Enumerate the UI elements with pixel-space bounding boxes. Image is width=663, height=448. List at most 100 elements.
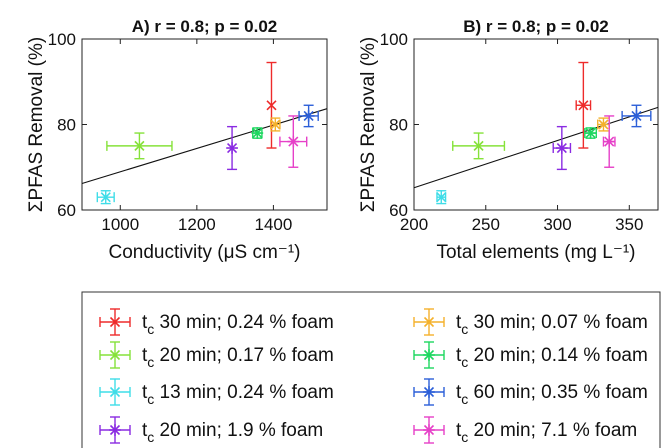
y-tick-label: 80 xyxy=(57,116,76,135)
data-point xyxy=(266,61,277,149)
x-marker xyxy=(423,316,435,328)
legend-label-sub: c xyxy=(461,321,468,337)
marker-stroke xyxy=(134,140,145,151)
x-axis-label: Total elements (mg L⁻¹) xyxy=(436,242,635,263)
legend-label-t: t xyxy=(456,420,462,441)
x-tick-label: 250 xyxy=(472,215,500,234)
legend-entry: tc 30 min; 0.24 % foam xyxy=(99,308,334,337)
data-point xyxy=(621,104,652,128)
data-point xyxy=(597,117,610,132)
y-tick-label: 60 xyxy=(57,201,76,220)
legend-label-sub: c xyxy=(461,354,468,370)
star-marker xyxy=(423,349,435,361)
legend-entry: tc 60 min; 0.35 % foam xyxy=(413,378,648,407)
star-marker xyxy=(287,135,300,148)
x-axis-label: Conductivity (μS cm⁻¹) xyxy=(108,242,300,263)
x-marker xyxy=(266,100,277,111)
legend-label: tc 30 min; 0.24 % foam xyxy=(142,312,334,337)
legend-label-t: t xyxy=(142,420,148,441)
data-point xyxy=(226,125,238,171)
data-point xyxy=(436,190,447,205)
marker-stroke xyxy=(598,119,609,130)
legend-label: tc 30 min; 0.07 % foam xyxy=(456,312,648,337)
x-marker xyxy=(578,100,589,111)
legend-entry: tc 20 min; 7.1 % foam xyxy=(413,416,637,445)
legend-label-t: t xyxy=(142,345,148,366)
marker-stroke xyxy=(473,140,484,151)
legend-label: tc 20 min; 0.17 % foam xyxy=(142,345,334,370)
legend-label: tc 20 min; 7.1 % foam xyxy=(456,420,637,445)
legend-label-sub: c xyxy=(147,391,154,407)
x-marker xyxy=(270,119,281,130)
axes-frame xyxy=(413,38,659,211)
fit-line xyxy=(81,108,328,185)
data-point xyxy=(452,132,506,160)
y-tick-label: 60 xyxy=(389,201,408,220)
legend-label-text: 20 min; 1.9 % foam xyxy=(154,420,323,441)
legend-label-sub: c xyxy=(461,391,468,407)
marker-stroke xyxy=(109,349,121,361)
x-marker xyxy=(109,386,121,398)
legend-entry: tc 30 min; 0.07 % foam xyxy=(413,308,648,337)
data-point xyxy=(584,127,597,139)
legend-label-text: 30 min; 0.24 % foam xyxy=(154,312,334,333)
legend-label-t: t xyxy=(142,382,148,403)
y-tick-label: 100 xyxy=(380,30,408,49)
y-tick-label: 80 xyxy=(389,116,408,135)
legend-label-text: 20 min; 0.14 % foam xyxy=(468,345,648,366)
x-tick-label: 300 xyxy=(543,215,571,234)
x-tick-label: 1000 xyxy=(101,215,139,234)
x-marker xyxy=(436,192,447,203)
x-marker xyxy=(109,349,121,361)
x-marker xyxy=(473,140,484,151)
chart-title: A) r = 0.8; p = 0.02 xyxy=(132,17,278,36)
legend: tc 30 min; 0.24 % foam tc 30 min; 0.07 % … xyxy=(81,291,661,448)
legend-entry: tc 20 min; 0.14 % foam xyxy=(413,341,648,370)
star-marker xyxy=(423,386,435,398)
legend-entry: tc 20 min; 1.9 % foam xyxy=(99,416,323,445)
legend-label: tc 60 min; 0.35 % foam xyxy=(456,382,648,407)
data-point xyxy=(552,125,572,171)
chart-title: B) r = 0.8; p = 0.02 xyxy=(463,17,609,36)
fit-line xyxy=(413,106,659,189)
data-point xyxy=(96,190,115,205)
x-tick-label: 1400 xyxy=(254,215,292,234)
data-point xyxy=(279,115,308,168)
legend-label-sub: c xyxy=(147,354,154,370)
marker-stroke xyxy=(109,316,121,328)
legend-label: tc 20 min; 1.9 % foam xyxy=(142,420,323,445)
legend-entry: tc 13 min; 0.24 % foam xyxy=(99,378,334,407)
x-marker xyxy=(109,316,121,328)
x-marker xyxy=(598,119,609,130)
axes-frame xyxy=(81,38,328,211)
data-point xyxy=(602,115,616,168)
star-marker xyxy=(603,135,616,148)
star-marker xyxy=(423,424,435,436)
legend-label: tc 13 min; 0.24 % foam xyxy=(142,382,334,407)
marker-stroke xyxy=(436,192,447,203)
marker-stroke xyxy=(266,100,277,111)
panel-a: A) r = 0.8; p = 0.02 60 80 100 1000 1200 1400 Σ… xyxy=(26,17,328,263)
legend-label-text: 13 min; 0.24 % foam xyxy=(154,382,334,403)
data-point xyxy=(270,117,281,132)
star-marker xyxy=(226,142,238,154)
legend-label-text: 20 min; 0.17 % foam xyxy=(154,345,334,366)
legend-label-t: t xyxy=(142,312,148,333)
star-marker xyxy=(555,142,568,154)
legend-label-t: t xyxy=(456,382,462,403)
marker-stroke xyxy=(270,119,281,130)
panel-b: B) r = 0.8; p = 0.02 60 80 100 200 250 300 350 Σ… xyxy=(358,17,659,263)
star-marker xyxy=(109,424,121,436)
x-marker xyxy=(134,140,145,151)
marker-stroke xyxy=(109,386,121,398)
legend-label-sub: c xyxy=(147,429,154,445)
data-point xyxy=(251,127,264,139)
data-point xyxy=(106,132,173,160)
data-point xyxy=(575,61,592,149)
y-axis-label: ΣPFAS Removal (%) xyxy=(358,37,379,212)
x-tick-label: 200 xyxy=(400,215,428,234)
x-tick-label: 350 xyxy=(615,215,643,234)
data-point xyxy=(298,104,319,128)
star-marker xyxy=(251,127,264,139)
